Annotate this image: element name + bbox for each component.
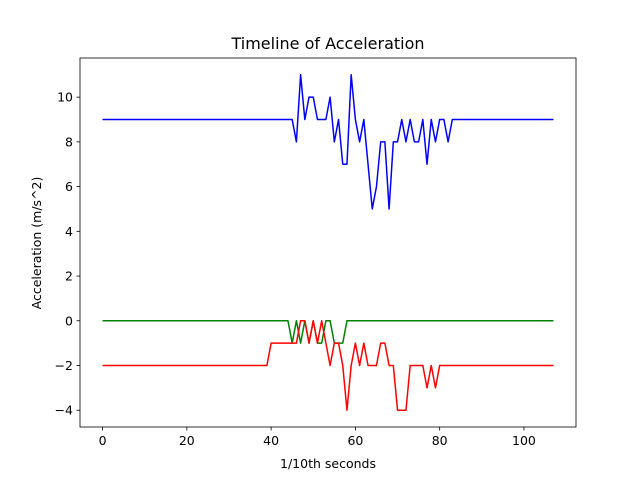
x-tick-label: 60 <box>347 433 363 448</box>
axes-frame <box>79 57 577 428</box>
y-tick-label: −2 <box>55 358 73 373</box>
y-tick-label: 10 <box>57 90 73 105</box>
blue-series-line <box>102 74 554 210</box>
y-tick-label: 4 <box>65 224 73 239</box>
x-axis: 0 20 40 60 80 100 <box>99 427 536 448</box>
red-series-line <box>102 320 554 411</box>
y-tick-label: 6 <box>65 179 73 194</box>
x-tick-label: 80 <box>432 433 448 448</box>
y-tick-label: 2 <box>65 269 73 284</box>
x-tick-label: 0 <box>99 433 107 448</box>
x-axis-label: 1/10th seconds <box>280 456 376 471</box>
x-tick-label: 40 <box>263 433 279 448</box>
x-tick-label: 20 <box>179 433 195 448</box>
plot-area <box>102 74 554 411</box>
y-tick-label: −4 <box>55 403 73 418</box>
y-tick-label: 0 <box>65 313 73 328</box>
chart-title: Timeline of Acceleration <box>230 34 424 53</box>
y-tick-label: 8 <box>65 134 73 149</box>
y-axis-label: Acceleration (m/s^2) <box>29 177 44 310</box>
y-axis: −4 −2 0 2 4 6 8 10 <box>55 90 80 418</box>
x-tick-label: 100 <box>512 433 536 448</box>
